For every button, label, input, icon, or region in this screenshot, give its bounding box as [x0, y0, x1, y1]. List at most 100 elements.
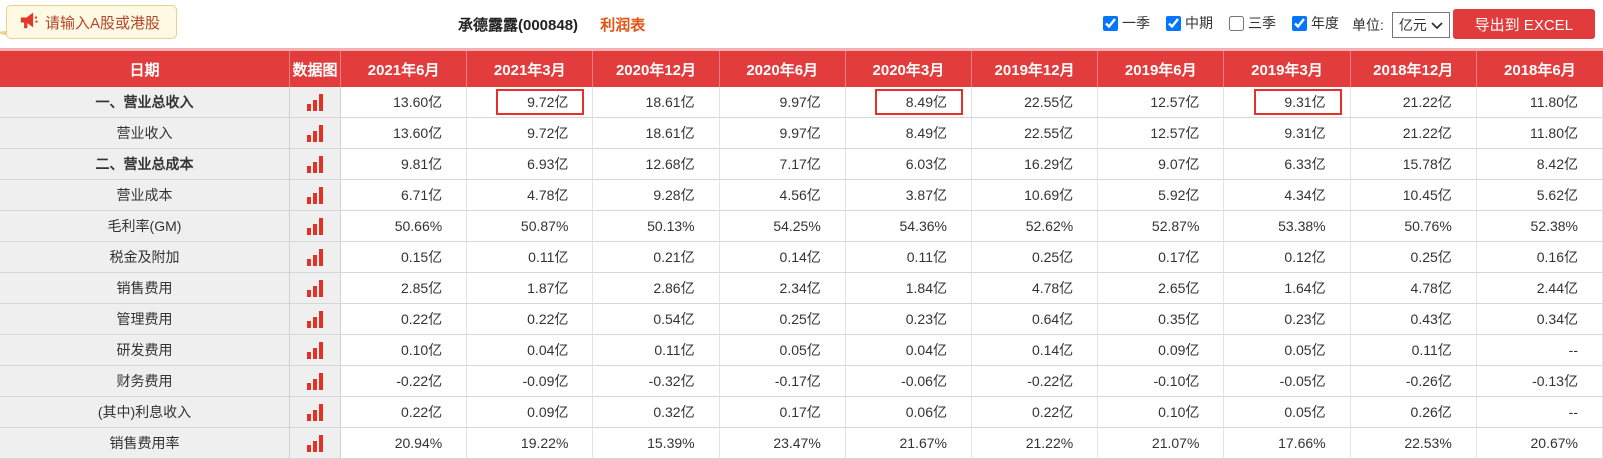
- chart-cell[interactable]: [290, 366, 341, 397]
- value-cell: 15.39%: [593, 428, 720, 459]
- value-cell: 10.69亿: [971, 180, 1099, 211]
- value-cell: 17.66%: [1224, 428, 1351, 459]
- bar: [307, 383, 311, 390]
- value-cell: 8.49亿: [845, 87, 972, 118]
- value-cell: 0.14亿: [719, 242, 846, 273]
- period-filter-3[interactable]: 年度: [1292, 13, 1339, 33]
- bar-chart-icon[interactable]: [307, 93, 323, 111]
- unit-dropdown[interactable]: 亿元: [1391, 12, 1450, 38]
- row-label: 税金及附加: [0, 242, 290, 273]
- bar: [307, 166, 311, 173]
- chart-cell[interactable]: [290, 242, 341, 273]
- stock-search-hint-bubble[interactable]: 请输入A股或港股: [0, 5, 178, 39]
- cell-value: 0.14亿: [1031, 342, 1074, 358]
- bar-chart-icon[interactable]: [307, 341, 323, 359]
- value-cell: 0.25亿: [719, 304, 846, 335]
- cell-value: 0.11亿: [1411, 342, 1452, 358]
- chart-cell[interactable]: [290, 273, 341, 304]
- value-cell: 23.47%: [719, 428, 846, 459]
- bar-chart-icon[interactable]: [307, 155, 323, 173]
- cell-value: 2.44亿: [1536, 280, 1578, 296]
- row-label: 二、营业总成本: [0, 149, 290, 180]
- value-cell: 9.31亿: [1224, 87, 1351, 118]
- cell-value: 4.56亿: [779, 187, 821, 203]
- bar: [307, 197, 311, 204]
- table-row: 毛利率(GM) 50.66% 50.87% 50.13% 54.25% 54.36% 52.…: [0, 211, 1603, 242]
- bar: [319, 156, 323, 173]
- bar-chart-icon[interactable]: [307, 217, 323, 235]
- chart-cell[interactable]: [290, 180, 341, 211]
- value-cell: 21.22%: [971, 428, 1099, 459]
- cell-value: 0.10亿: [400, 342, 443, 358]
- value-cell: 52.62%: [971, 211, 1099, 242]
- report-name[interactable]: 利润表: [600, 17, 646, 34]
- value-cell: 9.72亿: [467, 118, 594, 149]
- table-row: 销售费用率 20.94% 19.22% 15.39% 23.47% 21.67% 21.22…: [0, 428, 1603, 459]
- cell-value: 22.53%: [1404, 435, 1452, 451]
- value-cell: 0.43亿: [1350, 304, 1477, 335]
- cell-value: 54.25%: [773, 218, 821, 234]
- bar: [307, 135, 311, 142]
- bar-chart-icon[interactable]: [307, 434, 323, 452]
- value-cell: 3.87亿: [845, 180, 972, 211]
- value-cell: 12.57亿: [1098, 87, 1225, 118]
- value-cell: 9.31亿: [1224, 118, 1351, 149]
- megaphone-icon: [19, 11, 39, 33]
- table-row: 营业成本 6.71亿 4.78亿 9.28亿 4.56亿 3.87亿 10.69亿 5.92亿…: [0, 180, 1603, 211]
- bar: [307, 321, 311, 328]
- bar: [319, 435, 323, 452]
- cell-value: 6.71亿: [400, 187, 443, 203]
- column-header-period: 2018年6月: [1504, 61, 1576, 79]
- table-row: 管理费用 0.22亿 0.22亿 0.54亿 0.25亿 0.23亿 0.64亿 0.35亿 0…: [0, 304, 1603, 335]
- cell-value: -0.22亿: [396, 373, 443, 389]
- value-cell: 50.87%: [467, 211, 594, 242]
- bar-chart-icon[interactable]: [307, 186, 323, 204]
- bar-chart-icon[interactable]: [307, 403, 323, 421]
- period-checkbox-0[interactable]: [1103, 15, 1118, 31]
- period-checkbox-2[interactable]: [1229, 15, 1244, 31]
- column-header-period: 2020年6月: [720, 51, 846, 87]
- value-cell: 0.11亿: [1350, 335, 1477, 366]
- value-cell: 53.38%: [1224, 211, 1351, 242]
- bar-chart-icon[interactable]: [307, 248, 323, 266]
- chart-cell[interactable]: [290, 428, 341, 459]
- value-cell: 1.87亿: [467, 273, 594, 304]
- cell-value: 3.87亿: [905, 187, 947, 203]
- row-label: 销售费用率: [0, 428, 290, 459]
- column-header-period: 2020年3月: [846, 51, 972, 87]
- cell-value: 0.26亿: [1410, 404, 1452, 420]
- column-header-period: 2019年6月: [1098, 51, 1225, 87]
- bar-chart-icon[interactable]: [307, 279, 323, 297]
- cell-value: 50.87%: [520, 218, 569, 234]
- table-row: 研发费用 0.10亿 0.04亿 0.11亿 0.05亿 0.04亿 0.14亿 0.09亿 0…: [0, 335, 1603, 366]
- cell-value: 0.17亿: [779, 404, 821, 420]
- bar-chart-icon[interactable]: [307, 124, 323, 142]
- chart-cell[interactable]: [290, 211, 341, 242]
- period-checkbox-1[interactable]: [1166, 15, 1181, 31]
- chart-cell[interactable]: [290, 304, 341, 335]
- chart-cell[interactable]: [290, 335, 341, 366]
- cell-value: -0.06亿: [901, 373, 947, 389]
- cell-value: 8.42亿: [1536, 156, 1578, 172]
- period-filter-label: 三季: [1248, 15, 1276, 31]
- bar: [307, 414, 311, 421]
- table-header-row: 日期 数据图 2021年6月 2021年3月 2020年12月 2020年6月 2020年3…: [0, 51, 1603, 87]
- cell-value: 0.09亿: [527, 404, 569, 420]
- export-excel-button[interactable]: 导出到 EXCEL: [1452, 9, 1595, 39]
- chart-cell[interactable]: [290, 149, 341, 180]
- chart-cell[interactable]: [290, 87, 341, 118]
- period-checkbox-3[interactable]: [1292, 15, 1307, 31]
- cell-value: -0.22亿: [1027, 373, 1074, 389]
- value-cell: 0.64亿: [971, 304, 1099, 335]
- period-filter-2[interactable]: 三季: [1229, 13, 1276, 33]
- chart-cell[interactable]: [290, 118, 341, 149]
- cell-value: 2.85亿: [400, 280, 443, 296]
- period-filter-0[interactable]: 一季: [1103, 13, 1150, 33]
- bar-chart-icon[interactable]: [307, 310, 323, 328]
- period-filter-1[interactable]: 中期: [1166, 13, 1213, 33]
- bar-chart-icon[interactable]: [307, 372, 323, 390]
- cell-value: 0.25亿: [779, 311, 821, 327]
- chart-cell[interactable]: [290, 397, 341, 428]
- unit-label: 单位:: [1352, 17, 1384, 33]
- value-cell: 1.64亿: [1224, 273, 1351, 304]
